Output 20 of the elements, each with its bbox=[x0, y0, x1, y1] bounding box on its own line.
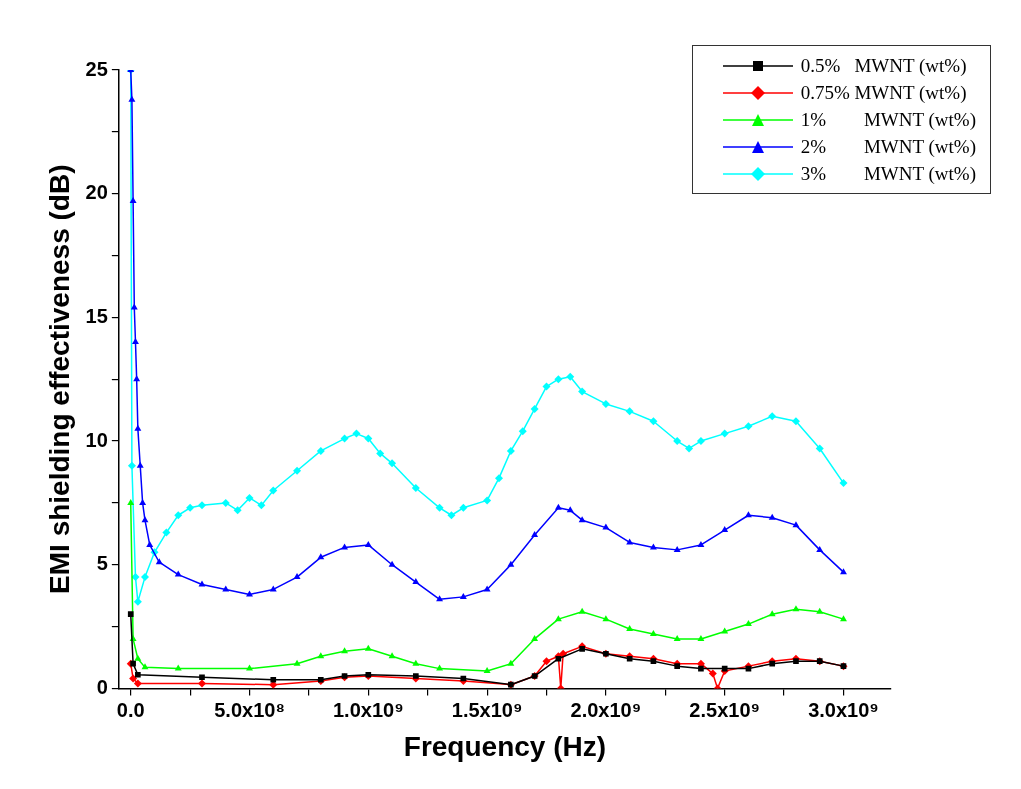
legend-label: 0.5% MWNT (wt%) bbox=[800, 54, 967, 77]
y-tick-label: 5 bbox=[96, 552, 108, 575]
legend-label: 1% MWNT (wt%) bbox=[800, 108, 976, 131]
y-tick-label: 0 bbox=[96, 675, 108, 698]
y-tick-label: 20 bbox=[85, 181, 108, 204]
y-axis-title: EMI shielding effectiveness (dB) bbox=[43, 164, 75, 594]
x-tick-label: 1.5x10⁹ bbox=[451, 698, 523, 721]
x-tick-label: 2.0x10⁹ bbox=[570, 698, 642, 721]
x-tick-label: 5.0x10⁸ bbox=[214, 698, 285, 721]
legend-label: 3% MWNT (wt%) bbox=[800, 162, 976, 185]
legend-label: 2% MWNT (wt%) bbox=[800, 135, 976, 158]
x-tick-label: 2.5x10⁹ bbox=[689, 698, 761, 721]
y-tick-label: 10 bbox=[85, 428, 108, 451]
y-tick-label: 25 bbox=[85, 57, 108, 80]
y-tick-label: 15 bbox=[85, 304, 108, 327]
x-tick-label: 0.0 bbox=[116, 698, 145, 721]
x-tick-label: 3.0x10⁹ bbox=[808, 698, 879, 721]
x-tick-label: 1.0x10⁹ bbox=[332, 698, 404, 721]
legend-label: 0.75% MWNT (wt%) bbox=[800, 81, 967, 104]
x-axis-title: Frequency (Hz) bbox=[403, 730, 607, 762]
